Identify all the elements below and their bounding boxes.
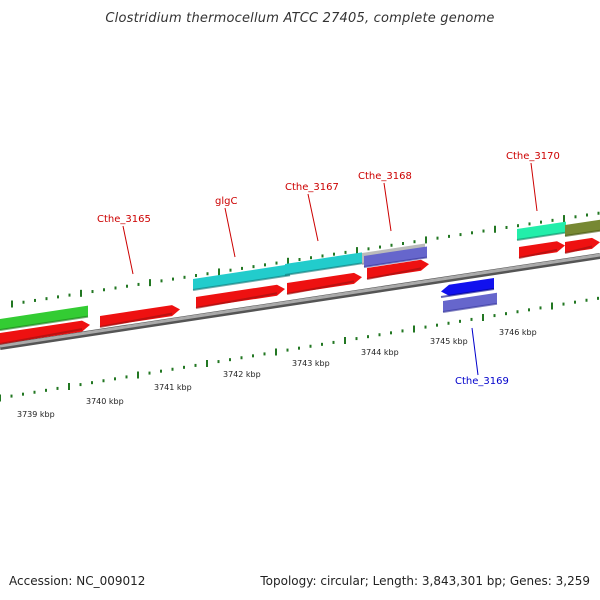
cds-arrow-shade: [518, 248, 558, 259]
label-leader-line: [530, 162, 538, 212]
gene-feature-shade: [440, 287, 495, 298]
upper-tick-row: [11, 211, 600, 308]
label-leader-line: [471, 327, 479, 376]
gene-feature: [517, 221, 566, 240]
gene-feature-shade: [192, 274, 291, 291]
scale-label: 3740 kbp: [86, 397, 124, 406]
gene-feature-shade: [442, 302, 498, 313]
cds-arrow: [367, 259, 429, 279]
gene-label[interactable]: Cthe_3170: [506, 151, 560, 162]
scale-label: 3745 kbp: [430, 337, 468, 346]
gene-feature-shade: [0, 315, 89, 331]
gene-label[interactable]: Cthe_3168: [358, 171, 412, 182]
label-leader-line: [383, 182, 392, 232]
gene-feature: [364, 246, 427, 267]
cds-arrow-shade: [0, 328, 83, 345]
cds-arrow: [287, 272, 362, 294]
cds-arrow-shade: [366, 267, 422, 280]
cds-arrow-shade: [286, 280, 355, 295]
gene-label[interactable]: Cthe_3169: [455, 376, 509, 387]
label-leader-line: [307, 193, 319, 242]
gene-feature-shade: [564, 229, 600, 237]
scale-label: 3741 kbp: [154, 383, 192, 392]
genome-backbone: [0, 253, 600, 350]
scale-label: 3743 kbp: [292, 359, 330, 368]
gene-feature: [193, 264, 290, 290]
gene-label[interactable]: glgC: [215, 196, 237, 207]
accession-text: Accession: NC_009012: [9, 574, 146, 588]
genome-stats-text: Topology: circular; Length: 3,843,301 bp…: [260, 574, 590, 588]
lower-tick-row: [0, 296, 599, 402]
gene-feature: [441, 277, 494, 296]
gene-label[interactable]: Cthe_3167: [285, 182, 339, 193]
scale-label: 3742 kbp: [223, 370, 261, 379]
cds-arrow: [565, 237, 600, 253]
gene-feature: [0, 305, 88, 330]
gene-feature-shade: [363, 256, 428, 268]
cds-arrow: [519, 241, 565, 258]
label-leader-lines: [122, 162, 538, 376]
label-leader-line: [224, 207, 236, 258]
cds-arrow-shade: [99, 312, 173, 328]
cds-arrow-shade: [564, 245, 593, 254]
cds-arrow: [196, 284, 285, 308]
scale-label: 3739 kbp: [17, 410, 55, 419]
scale-label: 3744 kbp: [361, 348, 399, 357]
gene-feature: [285, 252, 362, 275]
gene-features: [0, 219, 600, 345]
cds-arrow: [100, 305, 180, 327]
map-title: Clostridium thermocellum ATCC 27405, com…: [105, 11, 495, 26]
gene-feature: [443, 292, 497, 312]
cds-arrow-shade: [195, 292, 278, 309]
cds-arrow: [0, 320, 90, 344]
gene-feature-shade: [516, 231, 567, 241]
label-leader-line: [122, 225, 134, 275]
gene-label[interactable]: Cthe_3165: [97, 214, 151, 225]
gene-feature-shade: [284, 262, 363, 276]
scale-label: 3746 kbp: [499, 328, 537, 337]
